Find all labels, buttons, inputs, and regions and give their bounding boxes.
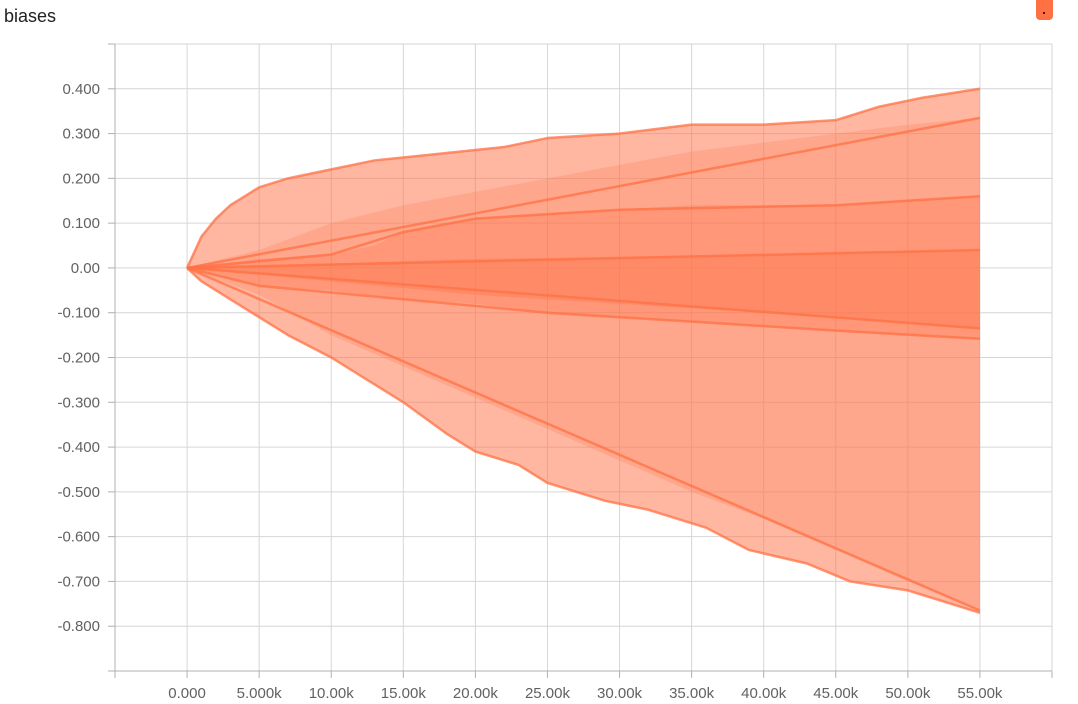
y-tick-labels: 0.400 0.300 0.200 0.100 0.00 -0.100 -0.200 -0.3… xyxy=(57,81,100,635)
x-tick-label: 40.00k xyxy=(741,685,787,702)
y-tick-label: 0.00 xyxy=(71,260,100,277)
percentile-lines xyxy=(185,87,981,614)
y-tick-label: -0.600 xyxy=(57,529,100,546)
x-tick-label: 35.00k xyxy=(669,685,715,702)
x-tick-label: 20.00k xyxy=(453,685,499,702)
x-tick-label: 10.00k xyxy=(309,685,355,702)
band-q69-q31 xyxy=(187,250,980,329)
y-tick-label: -0.300 xyxy=(57,394,100,411)
line-q16 xyxy=(186,266,980,340)
band-q84-q16 xyxy=(187,196,980,339)
x-tick-label: 45.00k xyxy=(813,685,859,702)
line-max xyxy=(185,87,981,269)
line-q31 xyxy=(186,266,981,330)
line-min xyxy=(186,267,981,614)
y-tick-label: -0.200 xyxy=(57,350,100,367)
y-tick-label: -0.100 xyxy=(57,305,100,322)
y-tick-label: 0.200 xyxy=(62,170,100,187)
y-tick-label: 0.300 xyxy=(62,126,100,143)
x-tick-label: 25.00k xyxy=(525,685,571,702)
line-q07 xyxy=(186,266,981,612)
x-tick-label: 0.000 xyxy=(168,685,206,702)
band-max-min xyxy=(187,88,980,613)
x-tick-labels: 0.000 5.000k 10.00k 15.00k 20.00k 25.00k 30.00… xyxy=(168,685,1003,702)
y-tick-label: -0.500 xyxy=(57,484,100,501)
y-tick-label: -0.700 xyxy=(57,573,100,590)
chart-title: biases xyxy=(4,6,57,26)
x-tick-label: 50.00k xyxy=(885,685,931,702)
band-q93-q07 xyxy=(187,117,980,611)
y-tick-label: 0.400 xyxy=(62,81,100,98)
legend-color-swatch[interactable] xyxy=(1036,0,1053,20)
line-median xyxy=(187,248,980,270)
x-tick-label: 55.00k xyxy=(957,685,1003,702)
y-tick-label: 0.100 xyxy=(62,215,100,232)
line-q93 xyxy=(186,116,981,270)
y-tick-label: -0.800 xyxy=(57,618,100,635)
x-tick-label: 15.00k xyxy=(381,685,427,702)
x-tick-label: 5.000k xyxy=(237,685,283,702)
line-q84 xyxy=(186,195,981,270)
distribution-bands xyxy=(187,88,980,613)
x-tick-label: 30.00k xyxy=(597,685,643,702)
axes xyxy=(108,43,1053,678)
y-tick-label: -0.400 xyxy=(57,439,100,456)
